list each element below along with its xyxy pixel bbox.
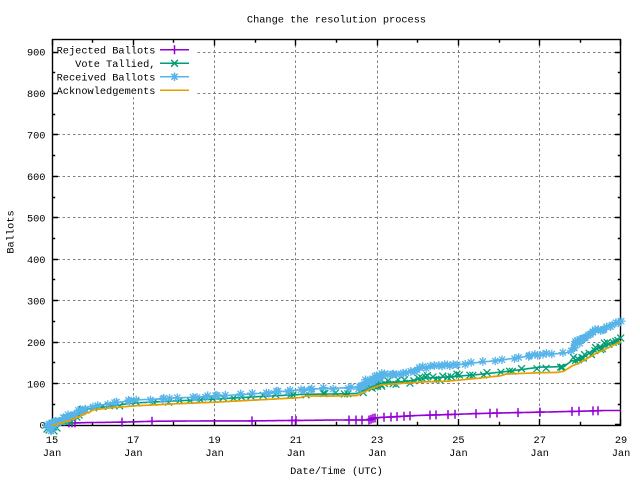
- svg-text:21: 21: [290, 435, 302, 447]
- svg-text:27: 27: [534, 435, 546, 447]
- svg-text:100: 100: [27, 379, 46, 391]
- svg-text:400: 400: [27, 255, 46, 267]
- svg-text:23: 23: [371, 435, 383, 447]
- svg-text:Jan: Jan: [287, 448, 306, 460]
- svg-text:15: 15: [46, 435, 58, 447]
- svg-text:Received Ballots: Received Ballots: [57, 73, 156, 85]
- svg-text:Jan: Jan: [205, 448, 224, 460]
- svg-text:17: 17: [127, 435, 139, 447]
- svg-text:Date/Time (UTC): Date/Time (UTC): [290, 466, 383, 478]
- svg-text:19: 19: [208, 435, 220, 447]
- svg-text:Jan: Jan: [612, 448, 631, 460]
- svg-text:29: 29: [615, 435, 627, 447]
- svg-text:Jan: Jan: [449, 448, 468, 460]
- svg-text:Jan: Jan: [43, 448, 62, 460]
- svg-text:900: 900: [27, 48, 46, 60]
- svg-text:800: 800: [27, 89, 46, 101]
- svg-text:200: 200: [27, 338, 46, 350]
- svg-text:500: 500: [27, 214, 46, 226]
- svg-text:Change the resolution process: Change the resolution process: [247, 15, 426, 27]
- svg-text:25: 25: [452, 435, 464, 447]
- svg-text:Ballots: Ballots: [6, 210, 18, 253]
- svg-text:Rejected Ballots: Rejected Ballots: [57, 46, 156, 58]
- svg-text:0: 0: [39, 421, 45, 433]
- svg-text:Jan: Jan: [530, 448, 549, 460]
- svg-text:Vote Tallied,: Vote Tallied,: [75, 59, 155, 71]
- svg-text:Jan: Jan: [368, 448, 387, 460]
- svg-text:Acknowledgements: Acknowledgements: [57, 86, 156, 98]
- svg-text:Jan: Jan: [124, 448, 143, 460]
- svg-text:600: 600: [27, 172, 46, 184]
- svg-text:700: 700: [27, 131, 46, 143]
- svg-text:300: 300: [27, 296, 46, 308]
